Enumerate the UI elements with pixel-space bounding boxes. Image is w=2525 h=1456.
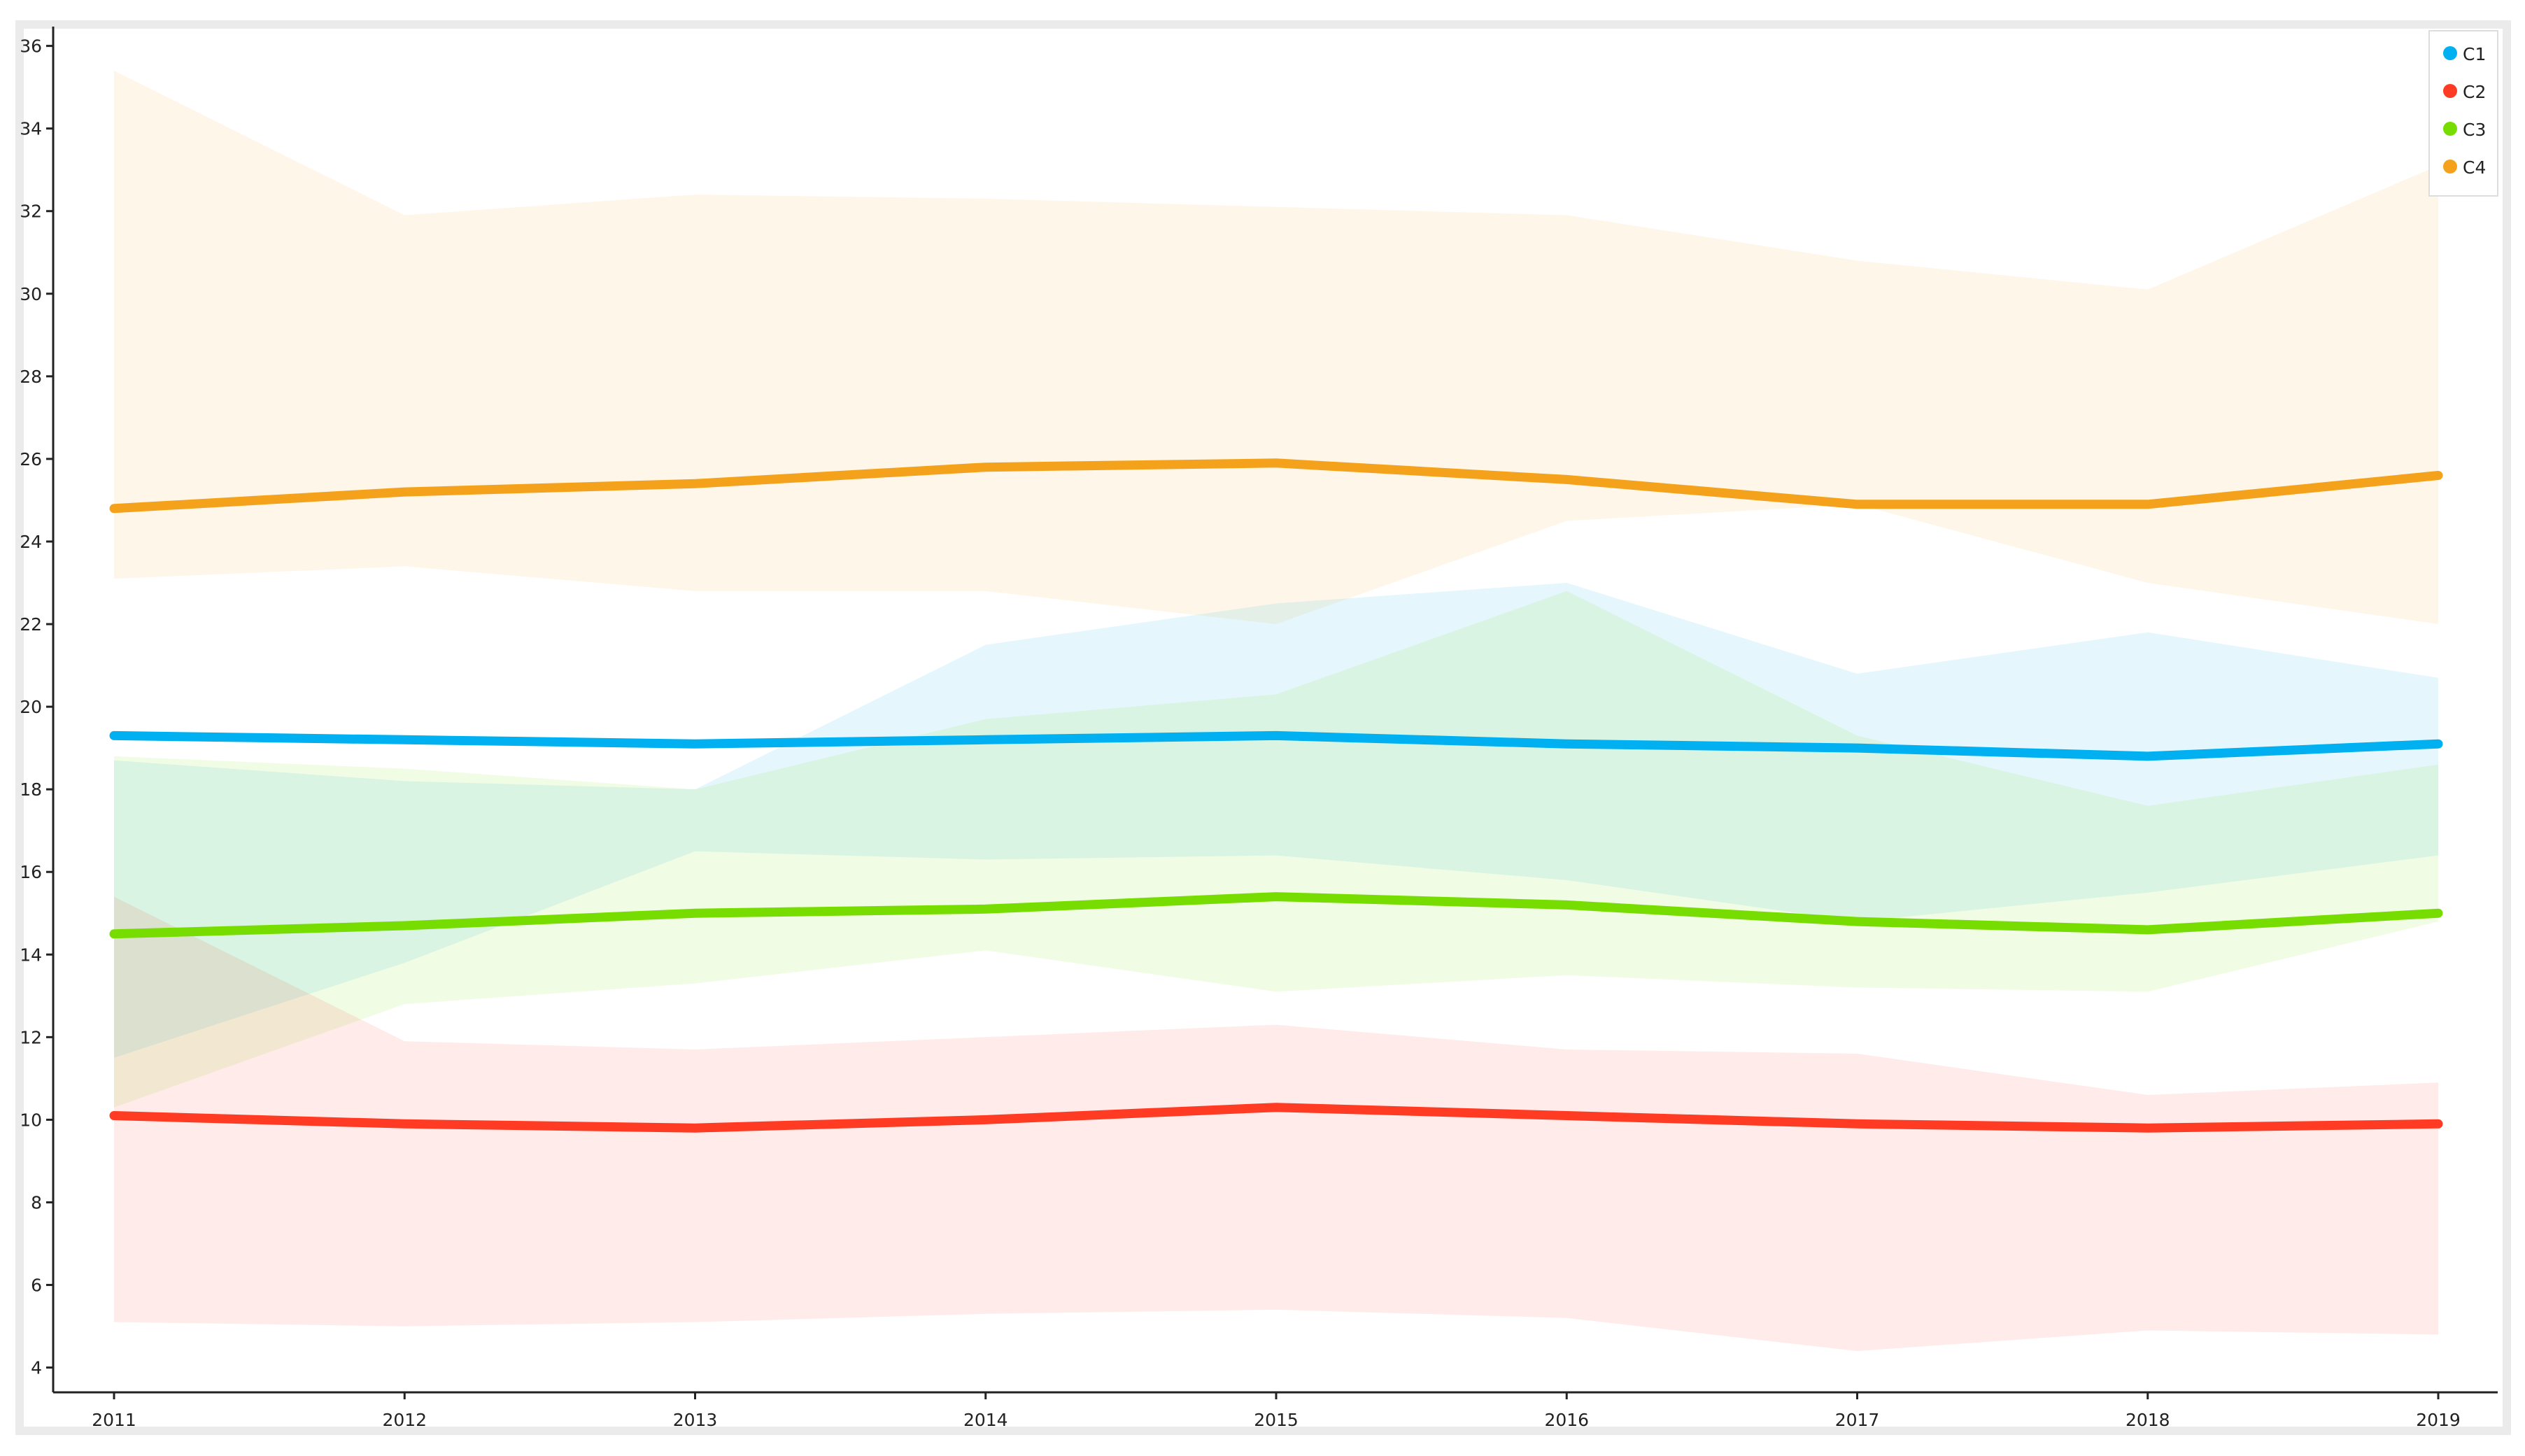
x-tick-label: 2014 (963, 1410, 1008, 1430)
y-tick-label: 32 (20, 202, 42, 222)
y-tick-label: 8 (31, 1192, 42, 1213)
y-tick-label: 20 (20, 697, 42, 717)
y-tick-label: 28 (20, 367, 42, 387)
band-c2 (114, 896, 2438, 1351)
x-tick-label: 2016 (1544, 1410, 1589, 1430)
y-tick-label: 10 (20, 1110, 42, 1130)
axes-layer: 4 6 8 10 12 14 16 18 20 22 24 26 28 30 32 34 36 2011 2012 2… (20, 27, 2498, 1430)
legend-label-c1: C1 (2463, 44, 2486, 64)
y-tick-label: 30 (20, 284, 42, 304)
plot-frame (15, 20, 2511, 1435)
y-tick-label: 26 (20, 449, 42, 469)
band-c3 (114, 591, 2438, 1108)
x-tick-label: 2015 (1254, 1410, 1299, 1430)
y-tick-label: 14 (20, 945, 42, 965)
y-tick-label: 6 (31, 1275, 42, 1296)
x-tick-label: 2017 (1835, 1410, 1880, 1430)
band-c1 (114, 583, 2438, 1058)
legend-box (2428, 30, 2498, 197)
legend: C1 C2 C3 C4 (2428, 30, 2498, 197)
x-tick-label: 2011 (92, 1410, 136, 1430)
legend-marker-c3 (2443, 122, 2457, 136)
legend-marker-c1 (2443, 46, 2457, 60)
y-tick-label: 22 (20, 614, 42, 635)
legend-marker-c4 (2443, 160, 2457, 174)
y-tick-label: 34 (20, 119, 42, 139)
y-tick-label: 12 (20, 1027, 42, 1047)
legend-label-c2: C2 (2463, 82, 2486, 102)
series-line-c1 (109, 730, 2443, 761)
series-line-c2 (109, 1103, 2443, 1133)
x-tick-label: 2018 (2126, 1410, 2170, 1430)
y-tick-label: 36 (20, 36, 42, 57)
x-tick-label: 2013 (673, 1410, 718, 1430)
y-tick-label: 4 (31, 1358, 42, 1378)
y-tick-label: 24 (20, 532, 42, 552)
series-line-c3 (109, 892, 2443, 939)
y-tick-label: 18 (20, 779, 42, 800)
x-tick-label: 2019 (2416, 1410, 2461, 1430)
legend-label-c4: C4 (2463, 157, 2486, 178)
legend-label-c3: C3 (2463, 120, 2486, 140)
y-tick-label: 16 (20, 862, 42, 882)
x-tick-label: 2012 (382, 1410, 427, 1430)
series-line-c4 (109, 458, 2443, 514)
lines-layer (109, 458, 2443, 1133)
legend-marker-c2 (2443, 84, 2457, 98)
